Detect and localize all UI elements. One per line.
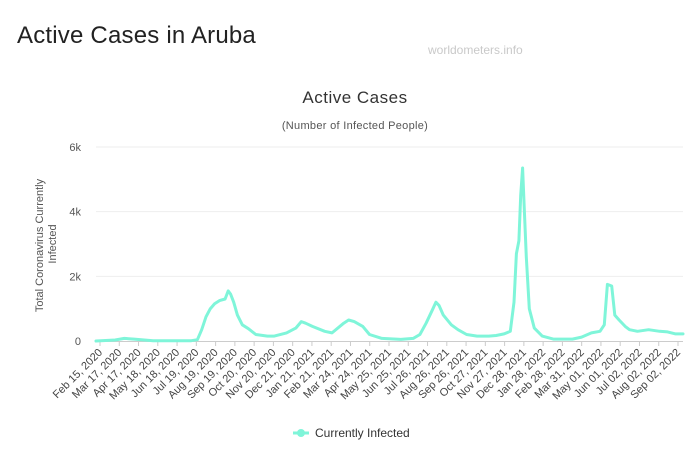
chart-title: Active Cases: [302, 88, 407, 107]
grid-lines: [96, 146, 683, 277]
series-line-currently-infected: [94, 166, 685, 343]
y-tick-label: 0: [75, 336, 81, 348]
y-tick-label: 2k: [69, 271, 81, 283]
y-axis-label-line-1: Total Coronavirus Currently: [34, 178, 46, 312]
y-axis-label-line-2: Infected: [47, 224, 59, 263]
watermark: worldometers.info: [428, 43, 523, 57]
legend-label[interactable]: Currently Infected: [315, 426, 410, 440]
chart-subtitle: (Number of Infected People): [282, 120, 428, 132]
page-title: Active Cases in Aruba: [17, 22, 256, 49]
y-axis-label: Total Coronavirus Currently Infected: [34, 176, 59, 312]
legend-marker: [297, 429, 305, 437]
legend[interactable]: Currently Infected: [293, 426, 410, 440]
y-tick-label: 4k: [69, 207, 81, 219]
y-tick-label: 6k: [69, 142, 81, 154]
y-axis-ticks: 0 2k 4k 6k: [69, 142, 81, 348]
